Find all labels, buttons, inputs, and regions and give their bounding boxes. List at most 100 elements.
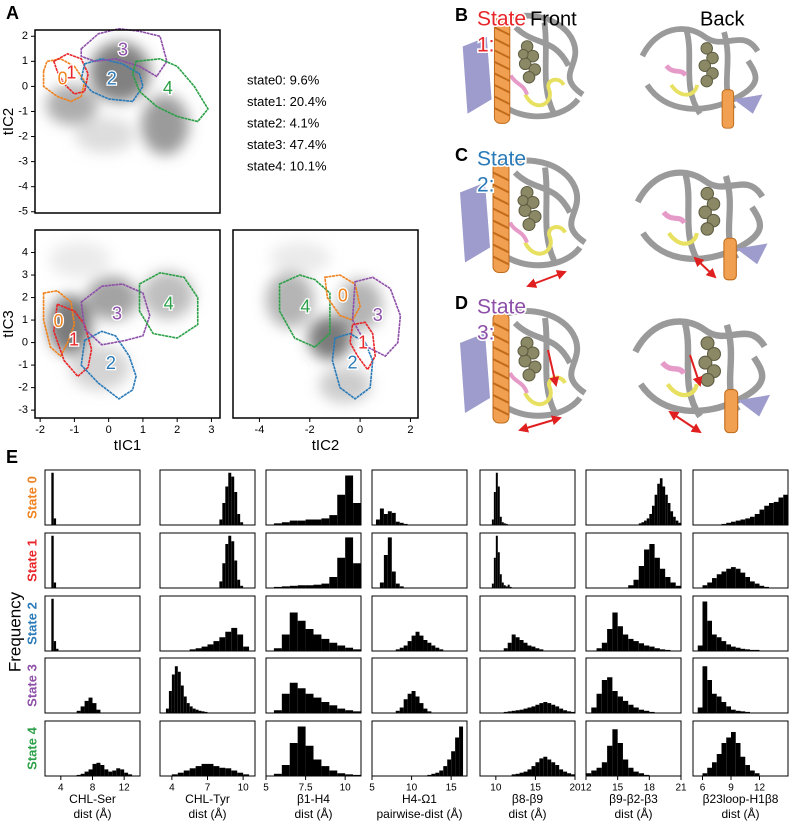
bar [431,773,436,776]
plot-frame [371,532,468,589]
bar [633,771,639,776]
bar [665,577,671,588]
bar [649,514,652,525]
bar [769,503,774,525]
histogram: 12 15 18 21 [580,720,687,794]
bar [399,522,404,525]
contour-label: 0 [58,69,68,89]
bar [754,514,760,525]
x-tick-label: 5 [263,783,269,794]
bar [297,585,306,588]
bar [697,645,703,651]
bar [273,586,282,588]
histogram [159,657,256,714]
row-label: State 2 [24,602,39,645]
bar [435,647,440,651]
y-tick-label: -4 [18,181,28,193]
bar [646,518,650,525]
bar [586,773,592,776]
histogram [371,469,468,526]
y-tick-label: -1 [18,359,28,371]
plot-frame [232,229,419,419]
bar [509,586,512,588]
bar [491,519,494,525]
bar [240,522,244,525]
contour [53,303,93,378]
bar [731,567,736,588]
bar [353,563,361,588]
bar [601,680,608,713]
bar [219,581,223,588]
plot-frame [44,469,141,526]
bar [519,709,524,713]
contour [42,57,86,103]
bar [707,767,712,776]
y-tick-label: 2 [22,30,28,42]
bar [628,585,634,588]
bar [165,708,169,713]
state-label: State [477,296,526,319]
column-label: dist (Å) [614,806,652,821]
bar [297,620,306,651]
plot-frame [479,595,576,652]
bar [407,693,412,713]
bar [712,762,717,776]
bar [403,523,408,525]
column-label: dist (Å) [721,806,759,821]
histogram [585,469,682,526]
bar [171,674,175,713]
bar [740,756,746,776]
bar [716,574,722,588]
bar [507,584,510,588]
bar [543,756,548,776]
bar [712,693,717,713]
bar [649,646,655,651]
bar [180,685,184,713]
bar [120,769,125,776]
bar [745,711,750,713]
bar [451,751,456,776]
bar [387,511,392,525]
bar [649,544,655,588]
bar [51,472,54,525]
bar [539,649,544,651]
bar [427,774,432,776]
contour-label: 4 [164,294,174,314]
bar [213,641,220,651]
bar [383,514,388,525]
x-tick-label: 12 [580,783,592,794]
bar [439,649,444,651]
bar [419,703,424,713]
column-label: dist (Å) [508,806,546,821]
bar [750,581,755,588]
bar [281,765,290,776]
x-tick-label: 21 [675,783,687,794]
plot-frame [371,595,468,652]
bar [281,522,290,525]
bar [192,708,196,713]
bar [612,691,618,713]
bar [649,711,655,713]
bar [435,772,440,776]
plot-frame [479,720,576,777]
bar [225,631,232,651]
bar [124,772,129,776]
bar [559,708,564,713]
histogram [692,595,789,652]
x-tick-label: 8 [90,783,96,794]
bar [395,710,400,713]
bar [503,648,508,651]
plot-frame [159,595,256,652]
bar [735,568,741,588]
bar [189,768,196,776]
bar [675,585,681,588]
bar [507,711,512,713]
bar [670,582,676,588]
bar [96,709,101,713]
contour-label: 2 [107,68,117,88]
bar [84,700,89,713]
histogram [479,657,576,714]
bar [607,677,613,713]
